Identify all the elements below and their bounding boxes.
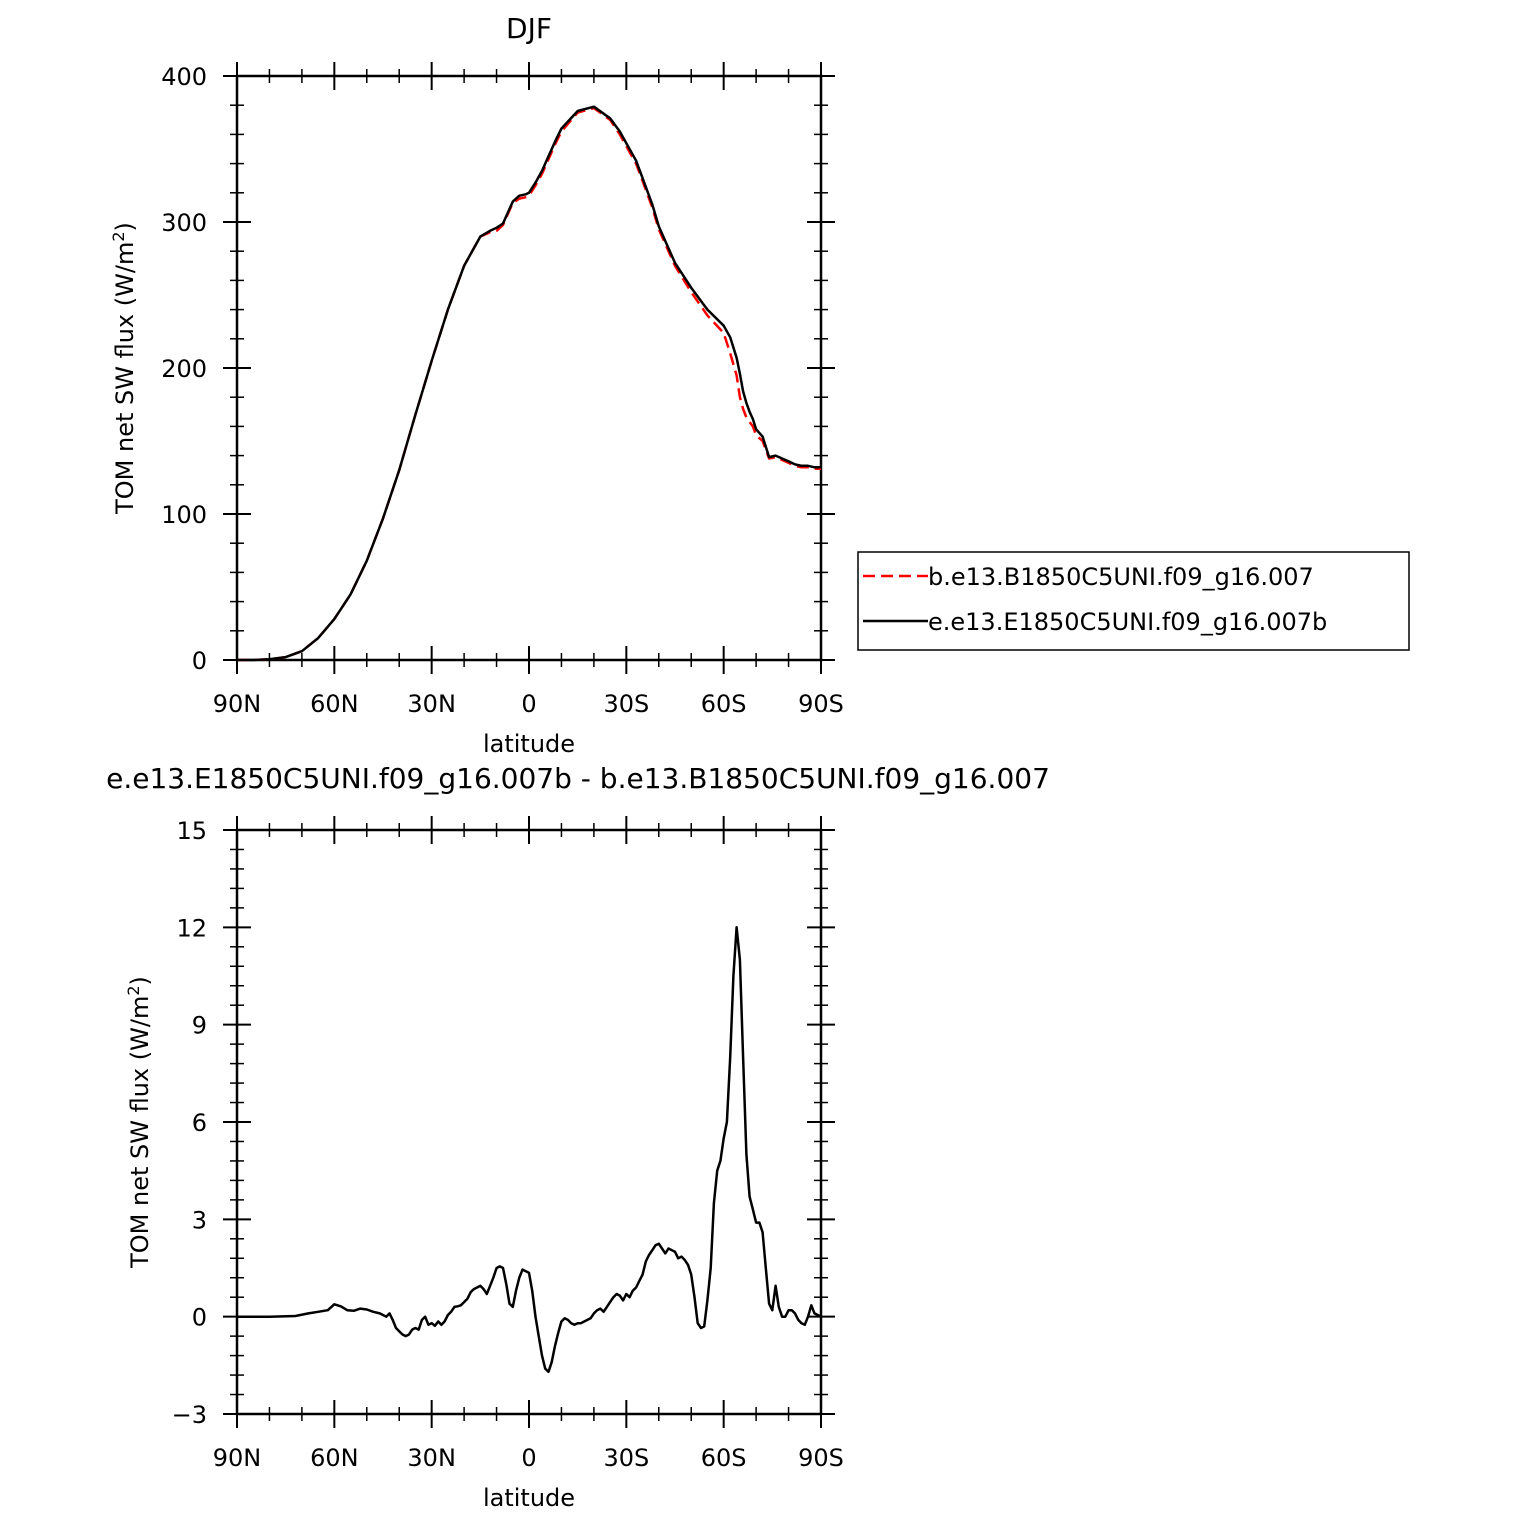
legend-label: b.e13.B1850C5UNI.f09_g16.007 <box>928 563 1314 591</box>
y-axis-title: TOM net SW flux (W/m2) <box>109 222 139 515</box>
y-tick-label: 0 <box>192 1304 207 1332</box>
x-tick-label: 90S <box>798 1444 844 1472</box>
x-tick-label: 30N <box>407 1444 456 1472</box>
y-tick-label: 200 <box>161 355 207 383</box>
legend-box <box>857 551 1410 651</box>
x-tick-label: 0 <box>521 1444 536 1472</box>
y-tick-label: 100 <box>161 501 207 529</box>
plot-1: DJF 0 100 200 300 400 90N 60N 30N 0 30S 60S 90S latit… <box>109 12 1410 758</box>
y-tick-label: 9 <box>192 1012 207 1040</box>
plot-2: e.e13.E1850C5UNI.f09_g16.007b - b.e13.B1… <box>106 762 1050 1512</box>
y-tick-label: 15 <box>176 817 207 845</box>
x-tick-label: 60S <box>701 1444 747 1472</box>
x-axis-title: latitude <box>483 1484 575 1512</box>
plot-frame <box>235 74 823 662</box>
y-tick-label: 300 <box>161 209 207 237</box>
x-tick-label: 90N <box>213 690 262 718</box>
series-line-1 <box>237 926 822 1374</box>
plot-title: e.e13.E1850C5UNI.f09_g16.007b - b.e13.B1… <box>106 762 1050 795</box>
x-tick-label: 60N <box>310 690 359 718</box>
x-tick-label: 90S <box>798 690 844 718</box>
plot-frame <box>235 828 823 1416</box>
y-axis-title: TOM net SW flux (W/m2) <box>124 976 154 1269</box>
x-tick-label: 30S <box>603 690 649 718</box>
y-tick-label: 3 <box>192 1206 207 1234</box>
x-tick-label: 60S <box>701 690 747 718</box>
y-tick-label: 12 <box>176 914 207 942</box>
y-tick-label: 400 <box>161 63 207 91</box>
x-tick-label: 60N <box>310 1444 359 1472</box>
y-tick-label: 6 <box>192 1109 207 1137</box>
legend-label: e.e13.E1850C5UNI.f09_g16.007b <box>928 608 1327 636</box>
y-tick-label: 0 <box>192 647 207 675</box>
series-line-2 <box>237 105 821 662</box>
x-tick-label: 90N <box>213 1444 262 1472</box>
plot-title: DJF <box>506 12 552 45</box>
x-tick-label: 30N <box>407 690 456 718</box>
x-axis-title: latitude <box>483 730 575 758</box>
legend: b.e13.B1850C5UNI.f09_g16.007 e.e13.E1850C… <box>857 551 1410 651</box>
x-tick-label: 0 <box>521 690 536 718</box>
y-tick-label: −3 <box>172 1401 207 1429</box>
x-tick-label: 30S <box>603 1444 649 1472</box>
